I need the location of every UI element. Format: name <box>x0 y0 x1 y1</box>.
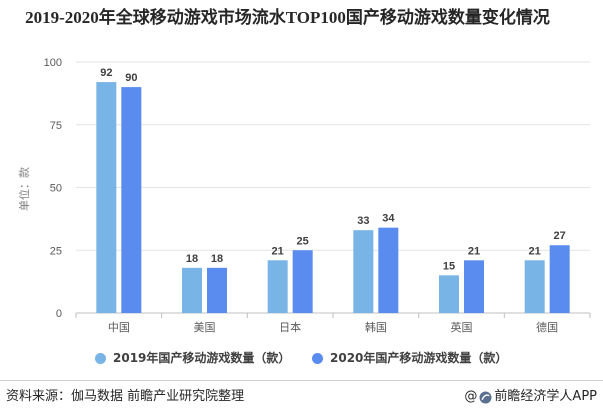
data-label: 21 <box>529 245 541 257</box>
bar <box>378 227 399 313</box>
brand-credit: @ 前瞻经济学人APP <box>464 388 597 406</box>
legend-label-2020: 2020年国产移动游戏数量（款） <box>330 351 508 365</box>
legend-marker-2020 <box>312 352 323 364</box>
x-tick-label: 中国 <box>108 321 130 334</box>
brand-prefix: @ <box>464 389 478 404</box>
data-label: 18 <box>186 253 198 265</box>
x-tick-label: 美国 <box>194 321 216 334</box>
bar <box>267 260 288 313</box>
bar <box>182 267 202 313</box>
bar <box>96 82 117 313</box>
legend-item-2019: 2019年国产移动游戏数量（款） <box>95 350 290 366</box>
y-tick-label: 25 <box>50 245 62 257</box>
data-label: 25 <box>297 235 309 247</box>
x-tick-label: 英国 <box>451 320 473 334</box>
bar <box>524 260 545 313</box>
data-label: 90 <box>125 72 137 84</box>
brand-name: 前瞻经济学人APP <box>494 389 597 404</box>
data-label: 33 <box>357 215 369 227</box>
bar-chart: 单位：款 0 25 50 75 100 中国 92 90 美国 18 18 日本 21 25 韩国 33 34 英… <box>17 57 591 334</box>
bar <box>121 87 142 313</box>
bar <box>549 245 570 313</box>
data-label: 27 <box>554 230 566 242</box>
bar <box>439 275 459 313</box>
data-label: 18 <box>211 253 223 265</box>
bar <box>292 250 313 313</box>
qianzhan-logo-icon <box>479 391 492 404</box>
x-tick-label: 韩国 <box>365 320 387 334</box>
y-tick-label: 100 <box>44 57 62 69</box>
y-axis-label: 单位：款 <box>17 167 31 211</box>
source-note: 资料来源：伽马数据 前瞻产业研究院整理 <box>6 389 245 404</box>
y-tick-label: 0 <box>56 308 62 320</box>
data-label: 15 <box>443 260 455 272</box>
legend-marker-2019 <box>95 352 106 364</box>
y-tick-label: 75 <box>50 120 62 132</box>
bar <box>464 260 484 313</box>
data-label: 21 <box>468 245 480 257</box>
x-tick-label: 日本 <box>279 320 301 334</box>
data-label: 34 <box>382 213 395 225</box>
bar <box>207 267 227 313</box>
bar <box>353 230 374 313</box>
chart-title: 2019-2020年全球移动游戏市场流水TOP100国产移动游戏数量变化情况 <box>25 8 550 27</box>
data-label: 21 <box>272 245 284 257</box>
footer-divider <box>0 380 603 381</box>
x-tick-label: 德国 <box>536 320 558 334</box>
legend-label-2019: 2019年国产移动游戏数量（款） <box>113 351 291 365</box>
data-label: 92 <box>100 67 112 79</box>
legend-item-2020: 2020年国产移动游戏数量（款） <box>312 350 507 366</box>
y-tick-label: 50 <box>50 183 62 195</box>
